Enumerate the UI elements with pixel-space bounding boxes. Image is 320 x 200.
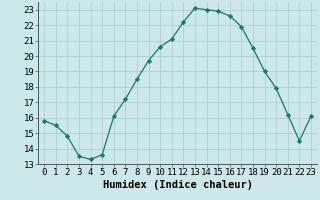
X-axis label: Humidex (Indice chaleur): Humidex (Indice chaleur) (103, 180, 252, 190)
